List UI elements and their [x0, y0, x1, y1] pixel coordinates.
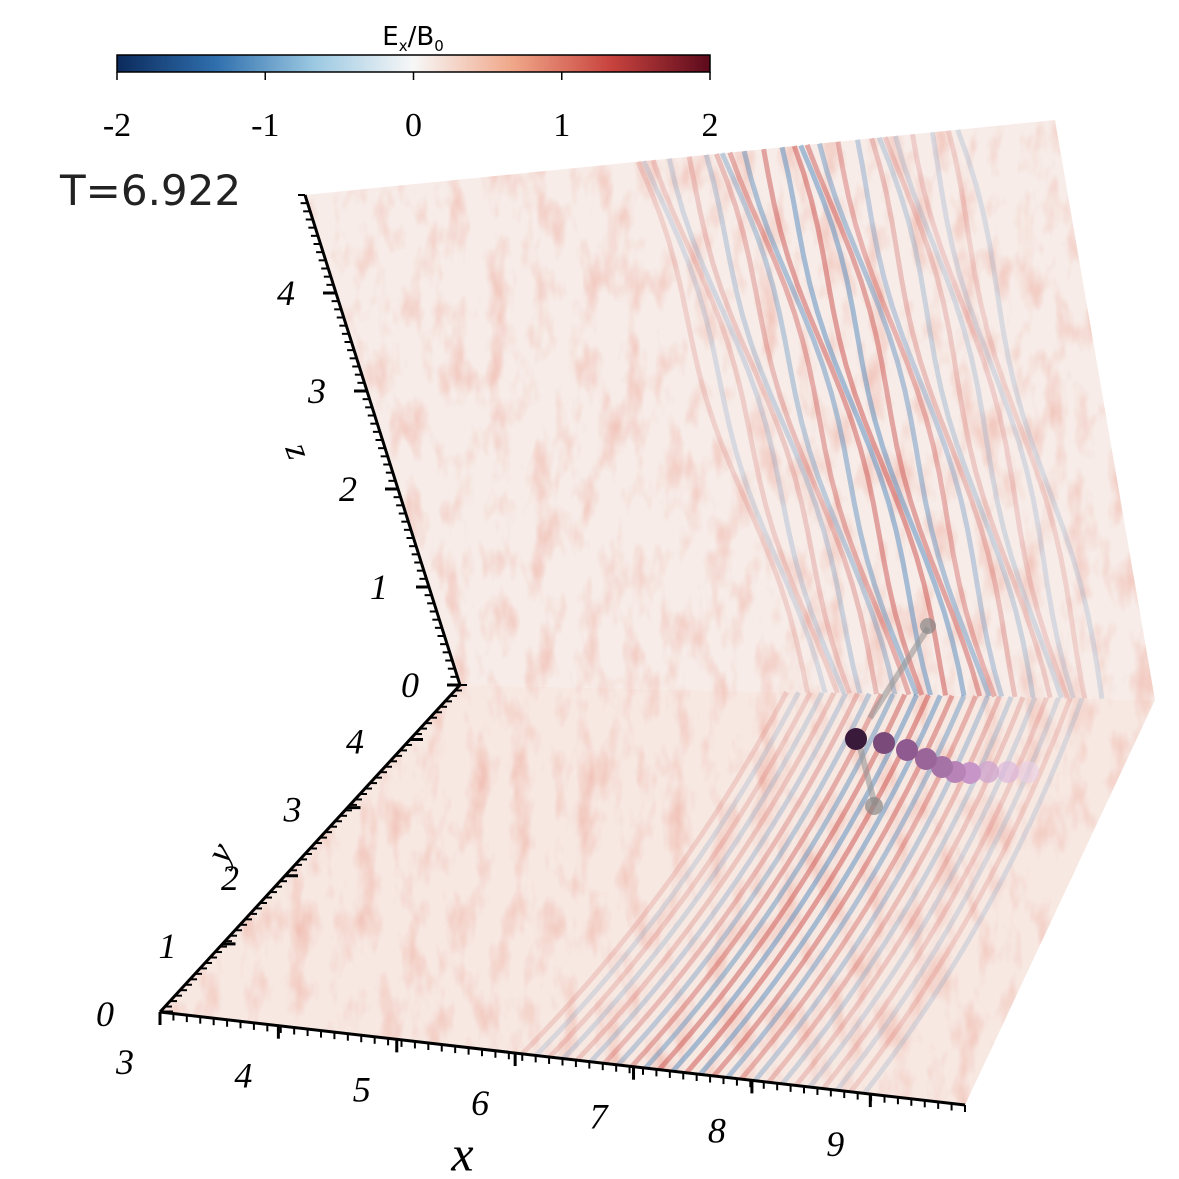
field-stripe	[714, 152, 879, 695]
x-axis-label: x	[450, 1126, 473, 1179]
field-stripe	[821, 696, 1049, 1091]
field-stripe	[761, 148, 925, 696]
field-stripe	[798, 144, 967, 697]
field-stripe	[791, 145, 949, 696]
particle	[997, 761, 1019, 783]
field-stripe	[752, 695, 990, 1083]
particle-trajectory	[845, 618, 1039, 815]
field-stripe	[686, 156, 852, 695]
y-axis-label: y	[197, 836, 241, 872]
field-stripe	[955, 128, 1105, 700]
z-tick-label: 1	[370, 567, 388, 607]
field-stripe	[779, 146, 933, 696]
z-tick-label: 2	[339, 469, 357, 509]
field-stripe	[882, 136, 1053, 699]
field-stripe	[876, 136, 1036, 698]
field-stripe	[670, 693, 919, 1073]
particle	[845, 728, 867, 750]
rod-end	[865, 797, 883, 815]
field-stripe	[766, 695, 1002, 1084]
y-tick-label: 2	[221, 858, 239, 898]
particle	[896, 739, 918, 761]
field-stripe	[575, 691, 837, 1062]
x-tick-label: 3	[115, 1042, 134, 1082]
y-tick-label: 3	[283, 790, 302, 830]
z-tick-label: 0	[401, 665, 419, 705]
field-stripe	[780, 695, 1014, 1086]
rod	[867, 626, 931, 720]
field-stripe	[561, 691, 825, 1061]
field-stripe	[804, 143, 983, 697]
field-planes	[160, 120, 1155, 1105]
field-stripe	[520, 690, 789, 1056]
rod	[855, 739, 878, 806]
z-tick-label: 4	[277, 273, 295, 313]
field-stripe	[794, 696, 1026, 1088]
field-stripe	[719, 152, 898, 695]
field-stripe	[703, 154, 863, 695]
field-stripe	[635, 160, 810, 693]
colorbar-label: Ex/B0	[382, 22, 443, 55]
field-stripe	[892, 135, 1064, 699]
wall-texture	[305, 120, 1155, 700]
field-stripe	[641, 160, 828, 694]
colorbar-tick-label: 2	[702, 107, 719, 144]
field-stripe	[650, 159, 840, 695]
field-stripe	[817, 142, 992, 698]
field-stripe	[855, 139, 1005, 698]
field-stripe	[741, 150, 920, 696]
particle	[873, 732, 895, 754]
label-part: /B	[408, 22, 435, 52]
field-stripe	[588, 692, 848, 1064]
y-tick-label: 0	[96, 994, 114, 1034]
z-tick-label: 3	[307, 371, 326, 411]
x-tick-label: 9	[826, 1124, 844, 1164]
colorbar-tick-label: -2	[103, 107, 131, 144]
field-stripe	[629, 693, 884, 1069]
x-tick-label: 8	[708, 1110, 726, 1150]
field-stripe	[534, 691, 801, 1058]
field-stripe	[666, 158, 847, 695]
label-part: E	[382, 22, 398, 52]
particle	[977, 761, 999, 783]
x-tick-label: 6	[471, 1083, 489, 1123]
label-part: 0	[434, 37, 444, 55]
field-stripe	[869, 137, 1018, 698]
colorbar-tick-label: -1	[251, 107, 279, 144]
field-stripe	[946, 130, 1088, 699]
field-stripe	[862, 697, 1085, 1095]
particle	[915, 748, 937, 770]
colorbar-tick-label: 0	[405, 107, 422, 144]
field-stripe	[657, 693, 908, 1072]
field-stripe	[929, 131, 1076, 699]
particle	[1017, 761, 1039, 783]
x-tick-label: 5	[353, 1069, 371, 1109]
field-stripe	[727, 151, 912, 696]
field-stripe	[616, 692, 872, 1067]
colorbar-tick-label: 1	[553, 107, 570, 144]
x-tick-label: 7	[590, 1097, 610, 1137]
field-stripe	[684, 694, 931, 1075]
field-stripe	[547, 691, 813, 1059]
y-tick-label: 4	[346, 722, 364, 762]
colorbar	[116, 54, 711, 73]
x-tick-label: 4	[234, 1056, 252, 1096]
time-label: T=6.922	[59, 166, 241, 215]
field-stripe	[848, 697, 1073, 1094]
field-stripe	[602, 692, 860, 1066]
field-stripe	[910, 133, 1070, 699]
floor-texture	[160, 685, 1155, 1105]
label-part: x	[399, 37, 408, 55]
field-stripe	[835, 141, 997, 698]
z-axis-label: z	[277, 437, 320, 465]
rod-end	[920, 618, 936, 634]
y-tick-label: 1	[159, 926, 177, 966]
